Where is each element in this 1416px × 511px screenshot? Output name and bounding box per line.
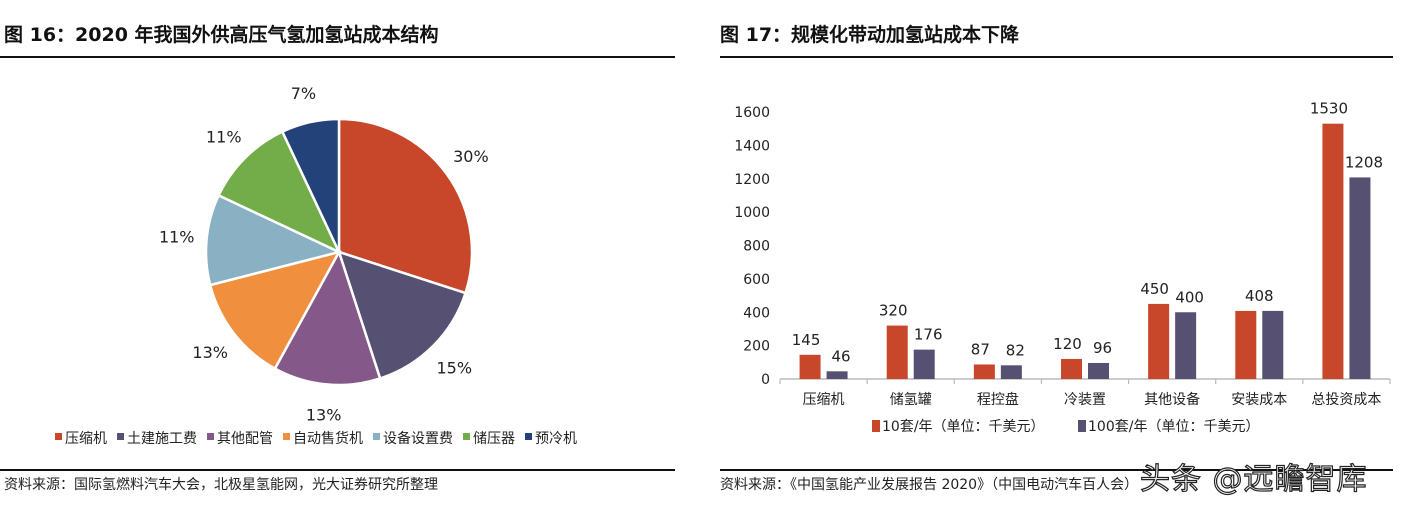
x-tick-label: 冷装置 xyxy=(1064,392,1106,408)
bar-1-1 xyxy=(913,349,935,379)
bar-data-label: 87 xyxy=(971,340,990,358)
right-source-note: 资料来源：《中国氢能产业发展报告 2020》（中国电动汽车百人会） xyxy=(720,477,1139,493)
y-tick-label: 0 xyxy=(761,372,770,388)
watermark: 头条 @远瞻智库 xyxy=(1139,461,1368,497)
bar-data-label: 96 xyxy=(1093,339,1112,357)
bar-data-label: 145 xyxy=(792,331,821,349)
bar-data-label: 400 xyxy=(1175,288,1204,306)
bar-1-5 xyxy=(1262,310,1284,379)
pie-data-label: 13% xyxy=(306,405,342,424)
y-tick-label: 400 xyxy=(743,305,770,321)
bar-data-label: 1530 xyxy=(1310,100,1348,118)
bar-0-3 xyxy=(1061,358,1082,379)
bar-1-4 xyxy=(1175,312,1197,379)
x-tick-label: 储氢罐 xyxy=(890,392,932,408)
legend-label: 100套/年（单位：千美元） xyxy=(1088,419,1259,435)
right-chart-title: 图 17：规模化带动加氢站成本下降 xyxy=(720,24,1020,46)
pie-slice-2 xyxy=(273,248,382,387)
bar-1-6 xyxy=(1349,177,1371,379)
left-source-rule xyxy=(0,469,675,471)
pie-data-label: 13% xyxy=(192,343,228,362)
bar-0-0 xyxy=(799,354,821,379)
legend-label: 土建施工费 xyxy=(127,431,197,447)
legend-swatch-1 xyxy=(117,433,124,440)
y-tick-label: 1600 xyxy=(734,105,770,121)
bar-1-3 xyxy=(1088,362,1109,379)
bar-0-1 xyxy=(886,325,908,379)
bar-data-label: 120 xyxy=(1053,335,1082,353)
bar-0-2 xyxy=(973,364,995,379)
left-title-rule xyxy=(0,56,675,58)
y-tick-label: 1000 xyxy=(734,205,770,221)
x-tick-label: 压缩机 xyxy=(803,392,845,408)
bar-data-label: 82 xyxy=(1006,341,1025,359)
bar-0-5 xyxy=(1235,310,1257,379)
pie-data-label: 30% xyxy=(453,147,489,166)
bar-data-label: 320 xyxy=(879,302,908,320)
pie-slice-5 xyxy=(216,129,342,255)
bar-data-label: 176 xyxy=(914,326,943,344)
bar-1-2 xyxy=(1000,365,1022,379)
x-tick-label: 其他设备 xyxy=(1144,391,1200,408)
legend-swatch-series-0 xyxy=(872,420,880,432)
y-tick-label: 800 xyxy=(743,239,770,255)
legend-label: 自动售货机 xyxy=(293,430,363,447)
legend-swatch-series-1 xyxy=(1078,420,1086,432)
pie-slice-0 xyxy=(337,117,474,295)
legend-label: 预冷机 xyxy=(535,431,577,447)
pie-slice-6 xyxy=(280,117,341,253)
pie-slice-4 xyxy=(204,193,343,287)
legend-swatch-2 xyxy=(207,433,214,440)
bar-data-label: 1208 xyxy=(1345,153,1383,171)
bar-0-6 xyxy=(1322,123,1344,380)
x-tick-label: 总投资成本 xyxy=(1311,392,1381,408)
legend-swatch-3 xyxy=(283,433,290,440)
bar-1-0 xyxy=(826,371,848,379)
pie-slice-3 xyxy=(208,250,342,371)
legend-label: 设备设置费 xyxy=(383,430,453,447)
bar-data-label: 46 xyxy=(832,347,851,365)
bar-data-label: 408 xyxy=(1245,287,1274,305)
legend-label: 其他配管 xyxy=(217,431,273,447)
left-source-note: 资料来源：国际氢燃料汽车大会，北极星氢能网，光大证券研究所整理 xyxy=(4,477,438,493)
y-tick-label: 600 xyxy=(743,272,770,288)
legend-label: 10套/年（单位：千美元） xyxy=(882,419,1045,435)
y-tick-label: 1200 xyxy=(734,172,770,188)
legend-swatch-6 xyxy=(525,433,532,440)
legend-swatch-5 xyxy=(463,433,470,440)
x-tick-label: 安装成本 xyxy=(1231,392,1287,408)
bar-0-4 xyxy=(1148,303,1170,379)
pie-data-label: 15% xyxy=(436,358,472,377)
legend-swatch-4 xyxy=(373,433,380,440)
y-tick-label: 1400 xyxy=(734,138,770,154)
right-source-rule xyxy=(720,469,1393,471)
pie-data-label: 11% xyxy=(206,128,242,147)
left-chart-title: 图 16：2020 年我国外供高压气氢加氢站成本结构 xyxy=(4,24,439,46)
x-tick-label: 程控盘 xyxy=(977,391,1019,408)
y-tick-label: 200 xyxy=(743,339,770,355)
legend-label: 压缩机 xyxy=(65,431,107,447)
legend-swatch-0 xyxy=(55,433,62,440)
bar-data-label: 450 xyxy=(1140,280,1169,298)
right-title-rule xyxy=(720,56,1393,58)
pie-data-label: 11% xyxy=(159,228,195,247)
pie-data-label: 7% xyxy=(291,84,316,103)
legend-label: 储压器 xyxy=(473,431,515,447)
